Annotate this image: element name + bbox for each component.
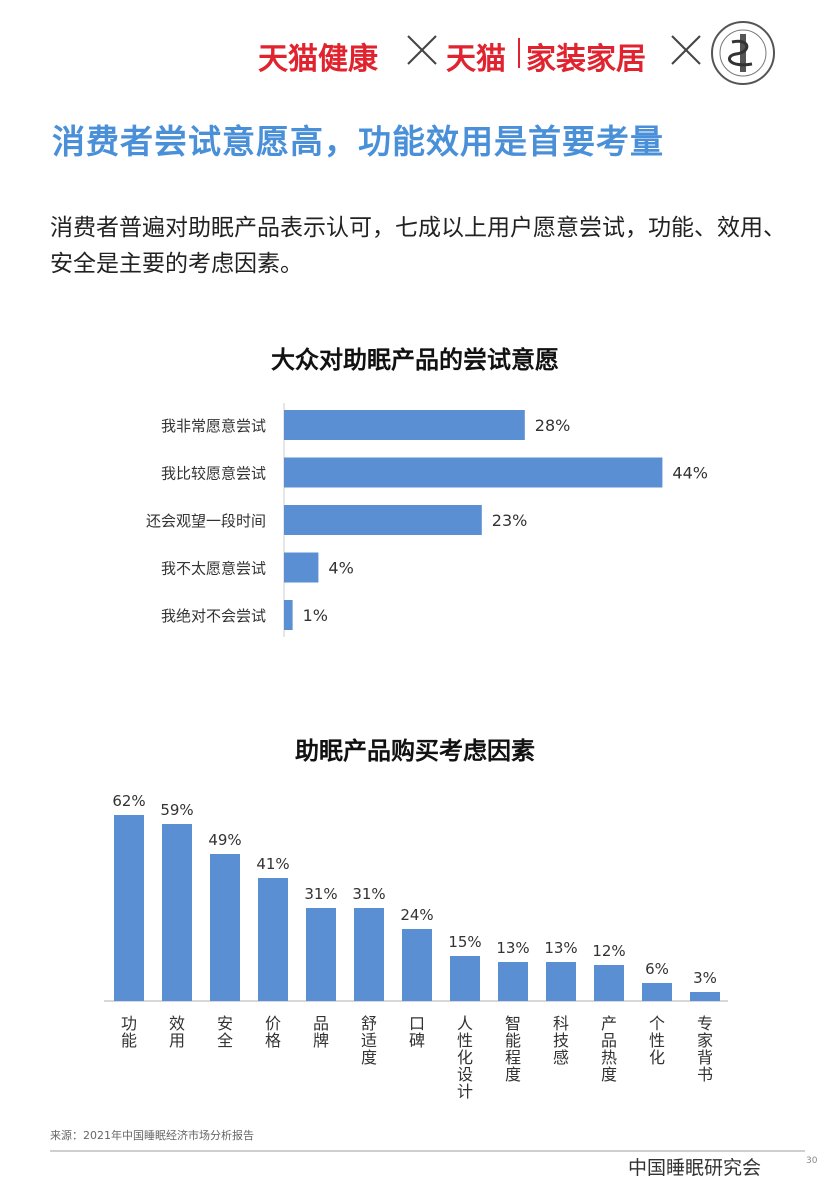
category-label: 我非常愿意尝试 [161,417,266,435]
category-label: 价格 [265,1014,281,1050]
category-label: 科技感 [553,1014,569,1067]
page-number: 30 [806,1156,818,1166]
chart-title-willingness: 大众对助眠产品的尝试意愿 [271,346,559,374]
category-label: 个性化 [649,1014,665,1067]
category-label: 产品热度 [601,1014,617,1084]
cross-icon [407,35,437,65]
data-label: 13% [496,939,529,957]
data-label: 41% [256,855,289,873]
category-label: 还会观望一段时间 [146,512,266,530]
category-label: 舒适度 [361,1014,377,1067]
data-label: 49% [208,831,241,849]
bar [306,908,336,1001]
category-label: 人性化设计 [457,1014,473,1101]
source-note: 来源：2021年中国睡眠经济市场分析报告 [50,1129,254,1142]
category-label: 我不太愿意尝试 [161,560,266,578]
category-label: 品牌 [313,1014,329,1050]
bar [594,965,624,1001]
category-label: 我绝对不会尝试 [161,607,266,625]
bar [354,908,384,1001]
category-label: 功能 [121,1014,137,1050]
bar [284,457,663,488]
bar [546,962,576,1001]
data-label: 4% [328,559,353,578]
category-label: 专家背书 [697,1014,713,1084]
bar [284,410,525,440]
data-label: 31% [352,885,385,903]
data-label: 44% [672,464,708,483]
category-label: 效用 [169,1014,185,1050]
data-label: 1% [303,606,328,625]
data-label: 15% [448,933,481,951]
purchase-factors-bar-chart: 62% 功能 59% 效用 49% 安全 41% 价格 31% 品牌 31% 舒适度 24% 口碑 15% 人… [104,792,728,1101]
watermark-text: 中国睡眠研究会 [628,1157,762,1179]
bar [690,992,720,1001]
bar [114,815,144,1001]
data-label: 12% [592,942,625,960]
data-label: 24% [400,906,433,924]
intro-paragraph: 消费者普遍对助眠产品表示认可，七成以上用户愿意尝试，功能、效用、安全是主要的考虑… [50,215,786,277]
bar [284,600,293,630]
bar [498,962,528,1001]
bar [284,552,319,583]
chart-title-purchase-factors: 助眠产品购买考虑因素 [295,737,535,765]
page-title: 消费者尝试意愿高，功能效用是首要考量 [52,122,664,161]
willingness-bar-chart: 我非常愿意尝试 28% 我比较愿意尝试 44% 还会观望一段时间 23% 我不太愿意尝试 4%… [146,403,708,637]
data-label: 59% [160,801,193,819]
bar [642,983,672,1001]
bar [450,956,480,1001]
data-label: 23% [492,511,528,530]
category-label: 我比较愿意尝试 [161,465,266,483]
bar [402,929,432,1001]
category-label: 安全 [217,1014,233,1050]
brand-divider [518,38,520,68]
brand-home-furnishing: 家装家居 [526,42,646,77]
data-label: 28% [535,416,571,435]
footer-divider [50,1150,805,1152]
bar [284,505,482,535]
data-label: 6% [645,960,669,978]
category-label: 智能程度 [505,1014,521,1084]
data-label: 62% [112,792,145,810]
bar [210,854,240,1001]
data-label: 31% [304,885,337,903]
data-label: 13% [544,939,577,957]
brand-tmall: 天猫 [446,42,506,77]
china-sleep-research-society-seal-icon [711,21,775,85]
bar [162,824,192,1001]
cross-icon [671,35,701,65]
data-label: 3% [693,969,717,987]
brand-tmall-health: 天猫健康 [258,42,378,77]
header: 天猫健康 天猫 家装家居 [0,18,830,88]
bar [258,878,288,1001]
category-label: 口碑 [409,1014,425,1050]
